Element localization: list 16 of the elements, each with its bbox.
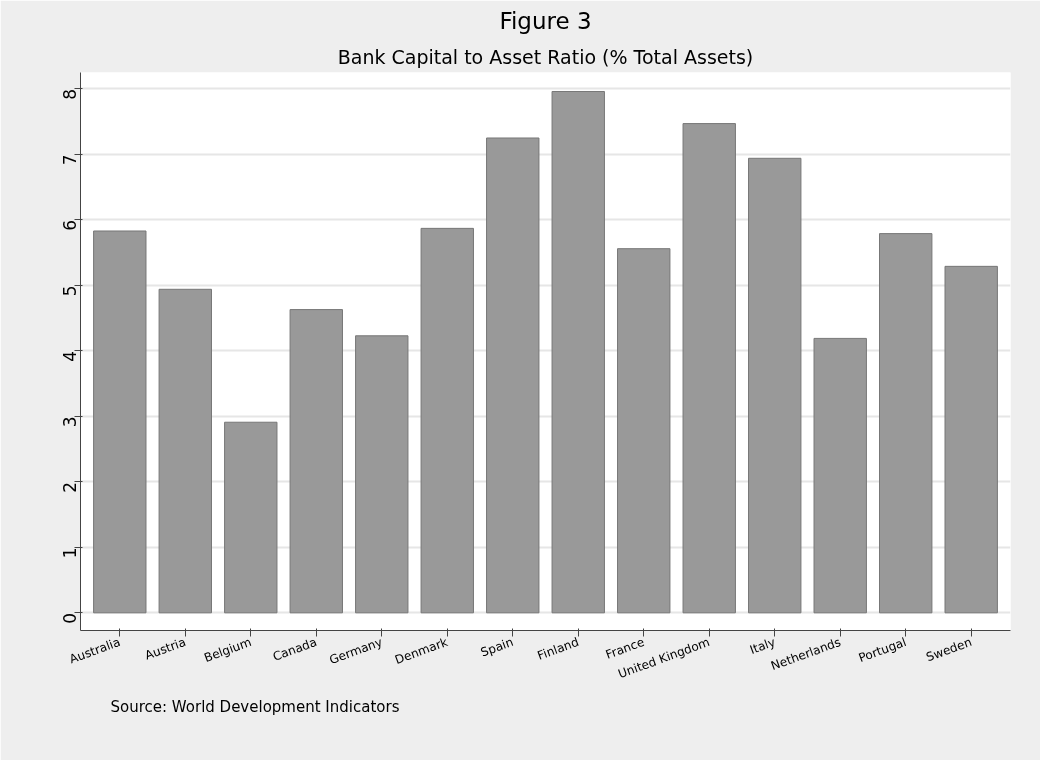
- x-tick-label: Spain: [478, 634, 516, 660]
- chart-title: Figure 3: [499, 7, 592, 34]
- y-tick-label: 6: [60, 219, 80, 231]
- source-note: Source: World Development Indicators: [110, 697, 400, 716]
- y-tick-label: 5: [60, 285, 80, 297]
- y-tick-label: 1: [60, 547, 80, 559]
- y-tick-label: 7: [60, 154, 80, 166]
- chart-subtitle: Bank Capital to Asset Ratio (% Total Assets): [337, 45, 754, 68]
- y-tick-label: 8: [60, 88, 80, 100]
- x-tick-label: Austria: [143, 634, 188, 663]
- x-tick-label: France: [603, 634, 647, 662]
- y-tick-label: 3: [60, 416, 80, 428]
- y-tick-label: 4: [60, 350, 80, 362]
- y-tick-label: 0: [60, 612, 80, 624]
- y-tick-label: 2: [60, 481, 80, 493]
- x-tick-label: Canada: [270, 634, 319, 664]
